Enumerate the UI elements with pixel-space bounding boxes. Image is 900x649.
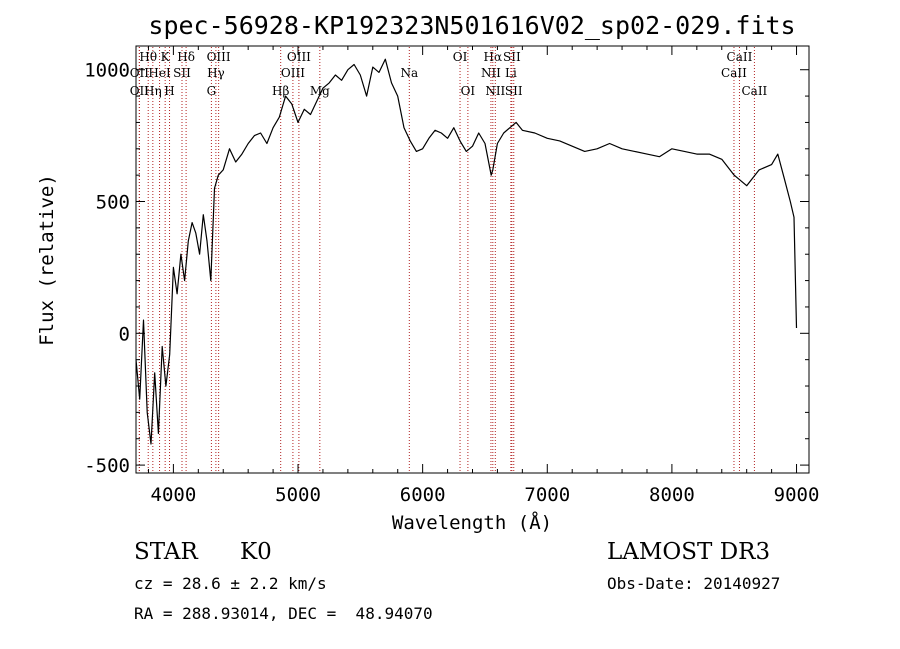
survey-name: LAMOST DR3 <box>607 539 771 565</box>
line-mark-label: CaII <box>721 66 747 80</box>
ra-dec: RA = 288.93014, DEC = 48.94070 <box>134 604 433 623</box>
x-tick-label: 6000 <box>400 484 446 506</box>
spectrum-series-0 <box>135 58 798 445</box>
redshift-cz: cz = 28.6 ± 2.2 km/s <box>134 574 327 593</box>
line-mark-label: SII <box>503 50 521 64</box>
chart-title: spec-56928-KP192323N501616V02_sp02-029.f… <box>148 11 795 40</box>
line-mark-label: Li <box>505 66 517 80</box>
line-mark-label: CaII <box>741 84 767 98</box>
line-mark-label: Hθ <box>139 50 157 64</box>
line-mark-label: OIII <box>281 66 305 80</box>
line-mark-label: SII <box>505 84 523 98</box>
line-mark-label: NII <box>485 84 505 98</box>
line-mark-label: Hβ <box>272 84 289 98</box>
x-tick-label: 8000 <box>649 484 695 506</box>
line-mark-label: Hη <box>144 84 162 98</box>
y-tick-label: 500 <box>96 192 130 214</box>
x-tick-label: 7000 <box>524 484 570 506</box>
line-mark-label: OI <box>453 50 468 64</box>
line-mark-label: OIII <box>207 50 231 64</box>
line-mark-label: H <box>164 84 174 98</box>
series-group <box>135 58 798 445</box>
y-tick-label: -500 <box>84 455 130 477</box>
line-mark-label: SII <box>173 66 191 80</box>
plot-frame <box>135 45 810 474</box>
line-mark-label: OIII <box>287 50 311 64</box>
line-mark-label: HeI <box>148 66 171 80</box>
y-axis: -500 0 500 1000 <box>84 60 809 477</box>
line-mark-label: Hγ <box>207 66 225 80</box>
object-class: STAR <box>134 539 198 565</box>
line-mark-label: G <box>207 84 217 98</box>
x-tick-label: 5000 <box>275 484 321 506</box>
line-mark-label: OI <box>461 84 476 98</box>
line-mark-label: K <box>161 50 171 64</box>
obs-date: Obs-Date: 20140927 <box>607 574 781 593</box>
x-tick-label: 4000 <box>151 484 197 506</box>
line-mark-label: OII <box>130 84 150 98</box>
x-tick-label: 9000 <box>774 484 820 506</box>
object-subclass: K0 <box>240 539 272 565</box>
x-axis: 4000 5000 6000 7000 8000 9000 <box>147 46 820 506</box>
line-mark-label: Mg <box>310 84 330 98</box>
line-mark-label: Na <box>400 66 418 80</box>
y-axis-label: Flux (relative) <box>36 174 58 346</box>
line-mark-label: Hα <box>484 50 503 64</box>
line-mark-label: NII <box>481 66 501 80</box>
line-mark-label: CaII <box>727 50 753 64</box>
line-mark-label: Hδ <box>177 50 195 64</box>
y-tick-label: 1000 <box>84 60 130 82</box>
x-axis-label: Wavelength (Å) <box>392 511 552 534</box>
y-tick-label: 0 <box>119 323 130 345</box>
